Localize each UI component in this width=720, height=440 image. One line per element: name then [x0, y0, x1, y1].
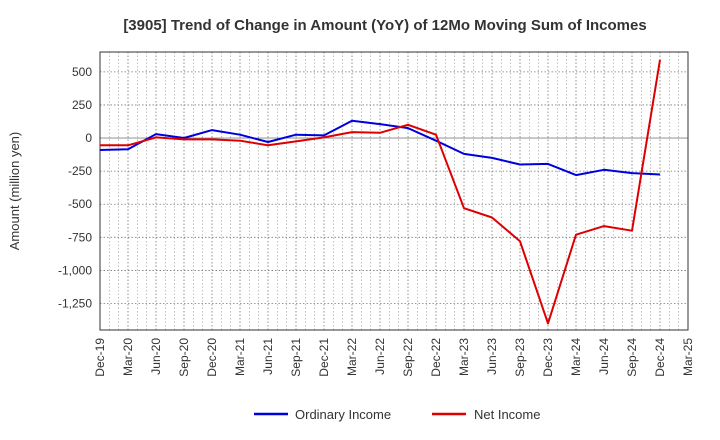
- legend-label-ordinary-income: Ordinary Income: [295, 407, 391, 422]
- x-tick-label: Jun-20: [149, 338, 163, 375]
- y-tick-label: 0: [85, 131, 92, 145]
- x-tick-label: Mar-20: [121, 338, 135, 376]
- y-tick-label: -250: [68, 164, 92, 178]
- x-tick-label: Sep-22: [401, 338, 415, 377]
- legend: Ordinary Income Net Income: [254, 407, 540, 422]
- chart-title: [3905] Trend of Change in Amount (YoY) o…: [123, 17, 646, 34]
- series-line-net-income: [100, 59, 661, 325]
- legend-label-net-income: Net Income: [474, 407, 540, 422]
- y-tick-label: -1,250: [58, 297, 92, 311]
- x-tick-label: Mar-21: [233, 338, 247, 376]
- x-tick-label: Dec-23: [541, 338, 555, 377]
- x-tick-label: Dec-24: [653, 338, 667, 377]
- x-tick-label: Mar-23: [457, 338, 471, 376]
- plot-area: 500 250 0 -250 -500 -750 -1,000 -1,250 Dec-19 Mar…: [58, 51, 695, 377]
- x-tick-label: Dec-19: [93, 338, 107, 377]
- x-tick-label: Dec-22: [429, 338, 443, 377]
- x-tick-label: Jun-23: [485, 338, 499, 375]
- x-tick-label: Sep-21: [289, 338, 303, 377]
- series-line-ordinary-income: [99, 119, 661, 177]
- y-tick-label: -1,000: [58, 263, 92, 277]
- x-tick-label: Dec-20: [205, 338, 219, 377]
- x-tick-label: Jun-24: [597, 338, 611, 375]
- y-tick-label: 500: [72, 65, 92, 79]
- x-tick-label: Mar-25: [681, 338, 695, 376]
- y-tick-label: 250: [72, 98, 92, 112]
- x-tick-label: Jun-21: [261, 338, 275, 375]
- x-tick-label: Dec-21: [317, 338, 331, 377]
- plot-background: [100, 52, 688, 330]
- x-tick-label: Sep-24: [625, 338, 639, 377]
- x-tick-label: Jun-22: [373, 338, 387, 375]
- x-tick-label: Sep-23: [513, 338, 527, 377]
- x-tick-label: Mar-22: [345, 338, 359, 376]
- plot-frame: [99, 51, 689, 331]
- y-axis-label: Amount (million yen): [7, 132, 22, 251]
- x-tick-label: Mar-24: [569, 338, 583, 376]
- y-tick-label: -750: [68, 230, 92, 244]
- y-tick-label: -500: [68, 197, 92, 211]
- x-tick-label: Sep-20: [177, 338, 191, 377]
